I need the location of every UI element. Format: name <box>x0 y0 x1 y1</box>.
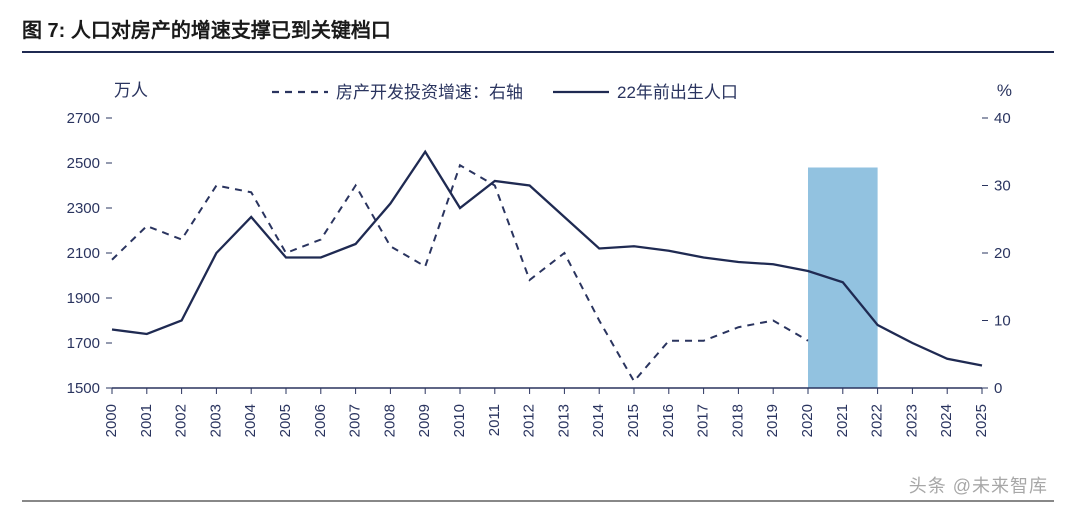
x-label: 2016 <box>660 404 677 437</box>
y-left-label: 2300 <box>67 200 100 217</box>
x-label: 2004 <box>242 404 259 437</box>
y-left-label: 2500 <box>67 155 100 172</box>
highlight-band <box>808 168 878 389</box>
x-label: 2012 <box>521 404 538 437</box>
x-label: 2023 <box>903 404 920 437</box>
x-label: 2001 <box>138 404 155 437</box>
y-left-unit: 万人 <box>114 81 148 100</box>
legend-label: 房产开发投资增速：右轴 <box>336 83 523 102</box>
x-label: 2024 <box>938 404 955 437</box>
x-label: 2015 <box>625 404 642 437</box>
figure-title: 图 7: 人口对房产的增速支撑已到关键档口 <box>22 14 1054 53</box>
y-right-label: 0 <box>994 380 1002 397</box>
series-invest-growth <box>112 165 808 381</box>
y-left-label: 1900 <box>67 290 100 307</box>
chart-area: 1500 1700 1900 2100 2300 2500 2700 0 10 20 30 40 200… <box>22 58 1054 478</box>
x-label: 2017 <box>695 404 712 437</box>
x-label: 2008 <box>381 404 398 437</box>
x-label: 2005 <box>277 404 294 437</box>
y-left-label: 1500 <box>67 380 100 397</box>
x-label: 2014 <box>590 404 607 437</box>
x-label: 2010 <box>451 404 468 437</box>
figure-container: 图 7: 人口对房产的增速支撑已到关键档口 1500 1700 1900 2100 23… <box>0 0 1076 506</box>
x-label: 2011 <box>486 404 503 436</box>
y-left-label: 2700 <box>67 110 100 127</box>
y-left-label: 1700 <box>67 335 100 352</box>
y-right-unit: % <box>997 81 1012 100</box>
x-label: 2025 <box>973 404 990 437</box>
x-label: 2006 <box>312 404 329 437</box>
x-label: 2019 <box>764 404 781 437</box>
x-label: 2021 <box>834 404 851 437</box>
y-left-label: 2100 <box>67 245 100 262</box>
x-label: 2003 <box>207 404 224 437</box>
y-right-label: 10 <box>994 313 1011 330</box>
y-right-label: 30 <box>994 178 1011 195</box>
x-label: 2013 <box>555 404 572 437</box>
x-label: 2002 <box>173 404 190 437</box>
x-label: 2009 <box>416 404 433 437</box>
y-right-label: 20 <box>994 245 1011 262</box>
legend-label: 22年前出生人口 <box>617 83 738 102</box>
x-label: 2000 <box>103 404 120 437</box>
x-label: 2022 <box>869 404 886 437</box>
x-label: 2020 <box>799 404 816 437</box>
y-right-label: 40 <box>994 110 1011 127</box>
chart-svg: 1500 1700 1900 2100 2300 2500 2700 0 10 20 30 40 200… <box>22 58 1054 478</box>
bottom-rule <box>22 500 1054 502</box>
x-label: 2007 <box>347 404 364 437</box>
x-label: 2018 <box>729 404 746 437</box>
